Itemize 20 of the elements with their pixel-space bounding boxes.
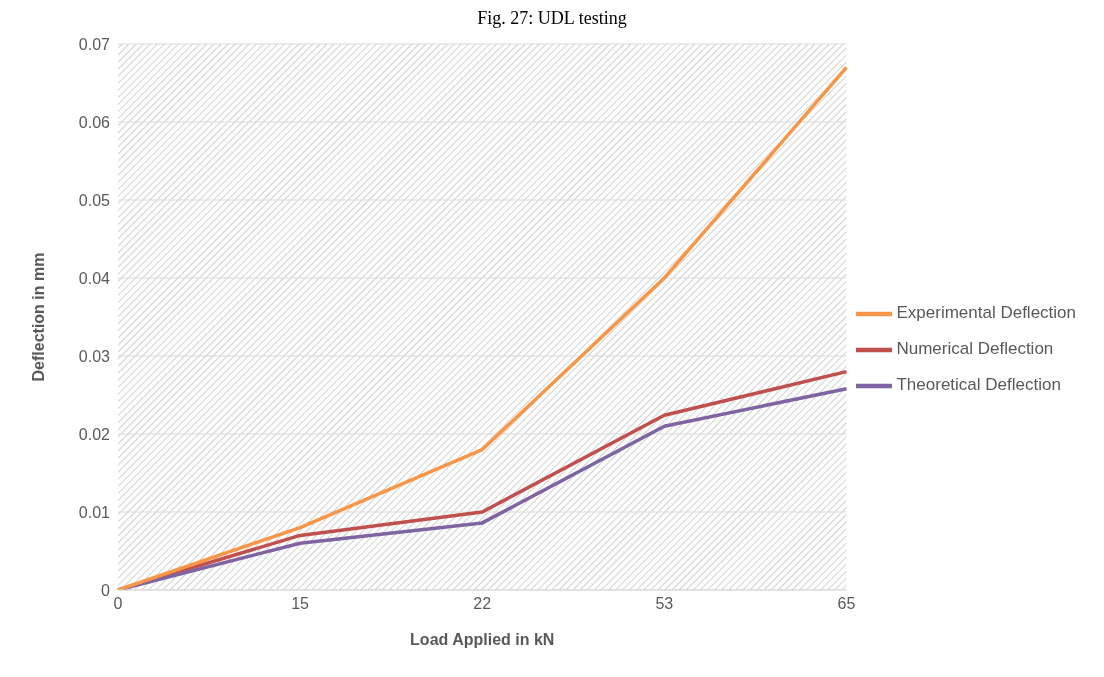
y-tick-label: 0.07 bbox=[78, 35, 111, 53]
y-tick-label: 0.01 bbox=[78, 503, 111, 521]
legend-label: Experimental Deflection bbox=[896, 303, 1076, 323]
legend-label: Numerical Deflection bbox=[896, 339, 1054, 359]
y-axis-title: Deflection in mm bbox=[29, 252, 47, 382]
x-tick-label: 0 bbox=[113, 595, 123, 613]
x-tick-label: 22 bbox=[473, 595, 492, 613]
x-tick-label: 15 bbox=[291, 595, 310, 613]
x-tick-label: 53 bbox=[655, 595, 674, 613]
x-axis-title: Load Applied in kN bbox=[410, 631, 555, 648]
line-series bbox=[116, 65, 849, 590]
y-tick-label: 0.06 bbox=[78, 113, 111, 131]
y-tick-label: 0.05 bbox=[78, 191, 111, 209]
chart-title: Fig. 27: UDL testing bbox=[476, 8, 628, 30]
y-tick-label: 0.04 bbox=[78, 269, 111, 287]
legend-label: Theoretical Deflection bbox=[896, 375, 1061, 395]
y-tick-label: 0.03 bbox=[78, 347, 111, 365]
y-tick-label: 0.02 bbox=[78, 425, 111, 443]
x-tick-label: 65 bbox=[837, 595, 856, 613]
y-tick-label: 0 bbox=[101, 581, 111, 599]
